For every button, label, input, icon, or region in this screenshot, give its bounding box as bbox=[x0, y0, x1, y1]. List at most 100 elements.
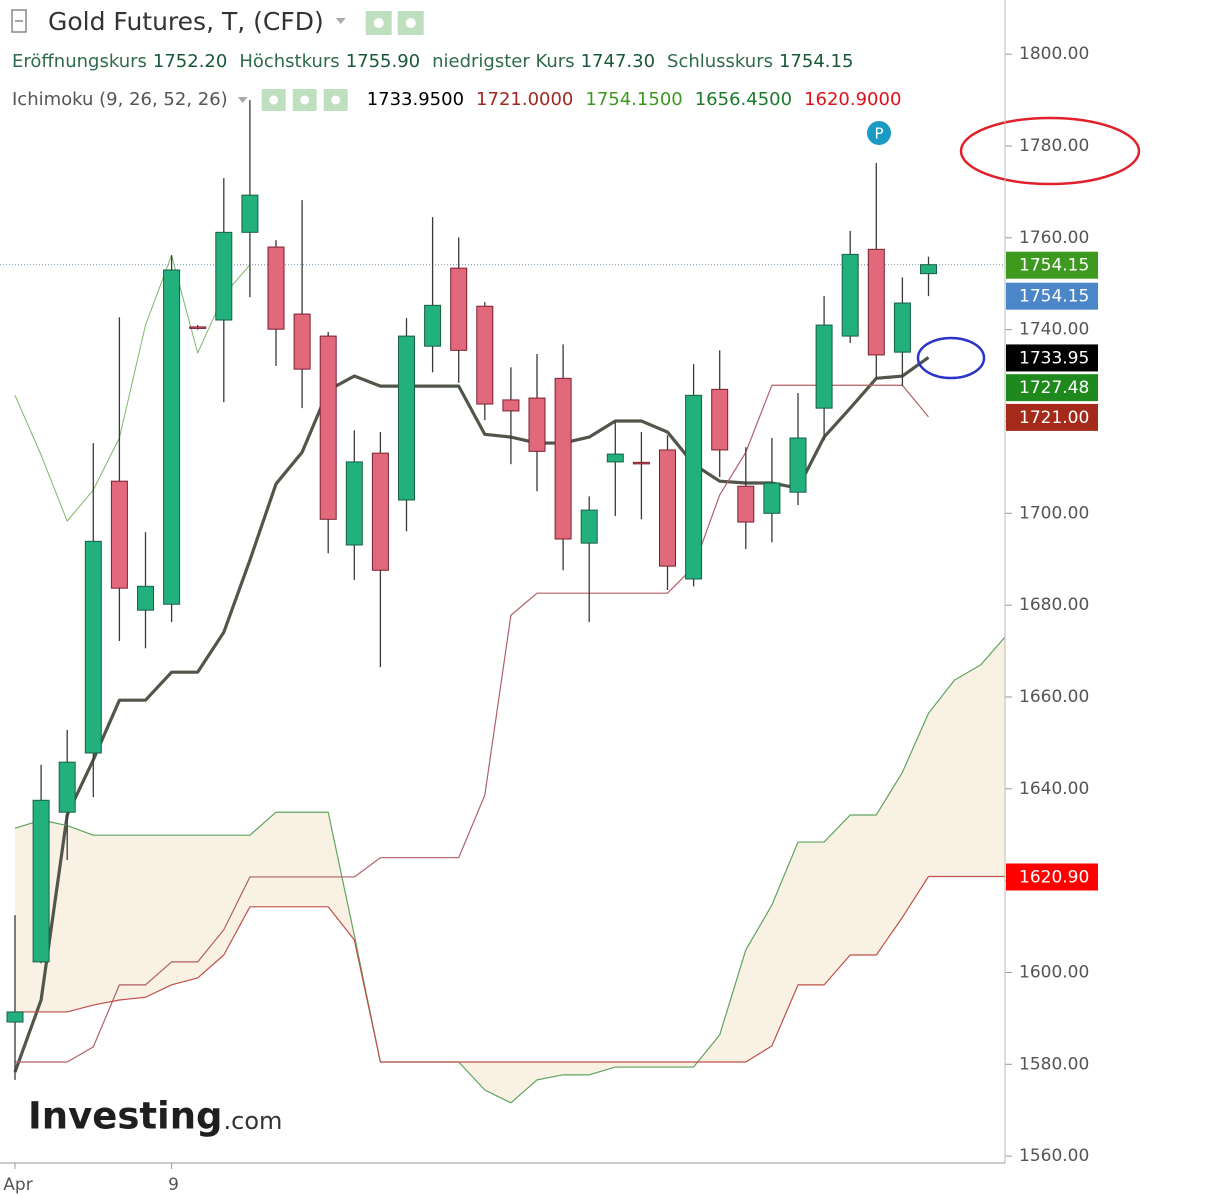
candle-body bbox=[424, 304, 442, 347]
candle-body bbox=[450, 267, 468, 351]
candle-body bbox=[32, 799, 50, 963]
time-axis: Apr 9 bbox=[3, 1163, 179, 1195]
logo-suffix: .com bbox=[224, 1107, 283, 1135]
plot-area bbox=[0, 100, 1005, 1104]
candle-body bbox=[84, 540, 102, 754]
candle-body bbox=[789, 437, 807, 493]
blue-circle-annotation bbox=[916, 336, 986, 380]
y-tick-label: 1680.00 bbox=[1019, 595, 1089, 615]
indicator-row: 1733.9500 1721.0000 1754.1500 1656.4500 1620… bbox=[237, 89, 901, 111]
ichimoku-cloud bbox=[15, 637, 1005, 1103]
dropdown-caret[interactable] bbox=[237, 97, 248, 103]
candle-body bbox=[189, 326, 207, 329]
ohlc-label: Schlusskurs bbox=[667, 51, 773, 72]
price-tag bbox=[1006, 863, 1098, 891]
candle-body bbox=[110, 480, 128, 589]
price-tag bbox=[1006, 251, 1098, 279]
y-tick-label: 1660.00 bbox=[1019, 687, 1089, 707]
indicator-line bbox=[15, 875, 1005, 1063]
price-tag bbox=[1006, 374, 1098, 402]
candle-body bbox=[58, 761, 76, 813]
price-tag-label: 1727.48 bbox=[1019, 378, 1089, 398]
y-tick-label: 1600.00 bbox=[1019, 962, 1089, 982]
candle-body bbox=[137, 585, 154, 611]
candle-body bbox=[528, 397, 546, 452]
candle-body bbox=[345, 461, 363, 546]
price-tag-label: 1754.15 bbox=[1019, 256, 1089, 276]
indicator-icon-dot bbox=[331, 95, 341, 105]
candle-body bbox=[763, 482, 781, 514]
ohlc-value: 1754.15 bbox=[779, 51, 853, 72]
candle-body bbox=[371, 452, 389, 571]
settings-icon-dot bbox=[405, 18, 416, 28]
logo: Investing bbox=[28, 1095, 223, 1138]
candle-body bbox=[398, 335, 415, 501]
price-tag-label: 1620.90 bbox=[1019, 867, 1089, 887]
x-tick-label: Apr bbox=[3, 1175, 32, 1195]
candle-body bbox=[841, 253, 859, 337]
title-icons bbox=[365, 11, 424, 35]
candle-body bbox=[476, 305, 494, 405]
ohlc-value: 1747.30 bbox=[581, 51, 655, 72]
y-tick-label: 1560.00 bbox=[1019, 1146, 1089, 1166]
settings-icon-dot bbox=[373, 18, 384, 28]
indicator-label: Ichimoku (9, 26, 52, 26) bbox=[12, 89, 228, 110]
y-tick-label: 1800.00 bbox=[1019, 44, 1089, 64]
indicator-reading: 1721.0000 bbox=[476, 89, 573, 110]
x-tick-label: 9 bbox=[168, 1175, 179, 1195]
candle-body bbox=[502, 399, 520, 412]
ohlc-value: 1752.20 bbox=[153, 51, 227, 72]
indicator-line bbox=[15, 384, 929, 1063]
indicator-icon-dot bbox=[300, 95, 310, 105]
ohlc-header: Eröffnungskurs 1752.20 Höchstkurs 1755.90 ni… bbox=[12, 51, 853, 72]
candle-body bbox=[737, 485, 755, 523]
price-tag-label: 1733.95 bbox=[1019, 348, 1089, 368]
price-tag-label: 1754.15 bbox=[1019, 287, 1089, 307]
candle-body bbox=[319, 335, 337, 520]
event-marker[interactable] bbox=[867, 121, 891, 145]
indicator-icon-dot bbox=[269, 95, 279, 105]
indicator-line bbox=[14, 254, 251, 522]
price-tag bbox=[1006, 282, 1098, 310]
indicator-reading: 1733.9500 bbox=[367, 89, 464, 110]
chart-title: Gold Futures, T, (CFD) bbox=[48, 7, 324, 36]
indicator-line bbox=[14, 636, 1005, 1104]
candle-body bbox=[867, 248, 885, 356]
candle-body bbox=[580, 509, 598, 544]
price-tag bbox=[1006, 344, 1098, 372]
candle-body bbox=[267, 246, 285, 330]
red-circle-annotation bbox=[959, 116, 1141, 186]
candle-body bbox=[293, 313, 311, 370]
indicator-reading: 1754.1500 bbox=[585, 89, 682, 110]
candle-body bbox=[920, 264, 937, 275]
ohlc-label: Höchstkurs bbox=[239, 51, 339, 72]
candle-body bbox=[659, 449, 676, 567]
candle-body bbox=[632, 461, 650, 465]
collapse-icon[interactable] bbox=[11, 9, 27, 33]
price-axis: 1560.001580.001600.001620.001640.001660.… bbox=[1005, 44, 1098, 1166]
candle-body bbox=[554, 377, 572, 540]
indicator-reading: 1620.9000 bbox=[804, 89, 901, 110]
y-tick-label: 1780.00 bbox=[1019, 136, 1089, 156]
candle-body bbox=[163, 269, 181, 605]
price-tag bbox=[1006, 403, 1098, 431]
dropdown-caret[interactable] bbox=[335, 18, 346, 24]
candle-body bbox=[241, 194, 259, 233]
y-tick-label: 1760.00 bbox=[1019, 228, 1089, 248]
ohlc-label: niedrigster Kurs bbox=[432, 51, 574, 72]
candle-body bbox=[685, 394, 703, 580]
ohlc-value: 1755.90 bbox=[346, 51, 420, 72]
candle-body bbox=[215, 231, 233, 321]
price-tag-label: 1721.00 bbox=[1019, 408, 1089, 428]
candle-body bbox=[6, 1011, 24, 1023]
event-marker-label: P bbox=[874, 125, 883, 143]
indicator-reading: 1656.4500 bbox=[695, 89, 792, 110]
y-tick-label: 1640.00 bbox=[1019, 779, 1089, 799]
ohlc-label: Eröffnungskurs bbox=[12, 51, 147, 72]
y-tick-label: 1700.00 bbox=[1019, 503, 1089, 523]
y-tick-label: 1740.00 bbox=[1019, 320, 1089, 340]
candle-body bbox=[815, 324, 833, 409]
